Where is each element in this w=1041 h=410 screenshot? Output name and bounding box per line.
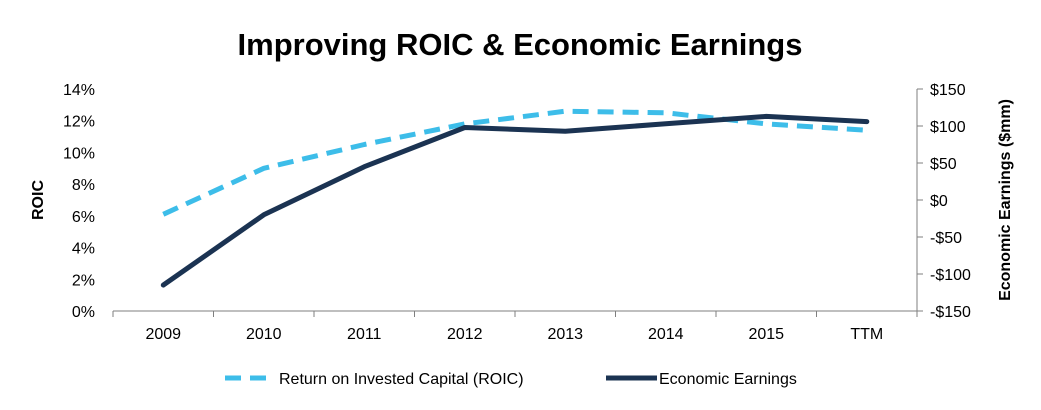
y-right-tick-label: $0 xyxy=(930,193,948,210)
x-tick-label: 2010 xyxy=(246,326,282,343)
y-left-axis-title: ROIC xyxy=(30,180,47,220)
legend: Return on Invested Capital (ROIC) Economi… xyxy=(225,371,797,388)
legend-label-economic-earnings: Economic Earnings xyxy=(659,371,797,388)
series-line-economic-earnings xyxy=(160,113,870,288)
y-left-tick-label: 12% xyxy=(63,114,95,131)
series-layer xyxy=(160,108,870,288)
y-left-tick-label: 10% xyxy=(63,145,95,162)
y-right-tick-label: -$50 xyxy=(930,230,962,247)
axes: 2009 2010 2011 2012 2013 2014 2015 TTM 0% 2% 4% 6% 8… xyxy=(30,82,1014,343)
y-left-tick-label: 8% xyxy=(72,177,95,194)
x-tick-label: TTM xyxy=(850,326,883,343)
y-right-tick-label: -$150 xyxy=(930,304,971,321)
x-tick-label: 2012 xyxy=(447,326,483,343)
y-right-tick-label: $150 xyxy=(930,82,966,99)
y-left-tick-label: 6% xyxy=(72,209,95,226)
y-right-tick-label: $100 xyxy=(930,119,966,136)
x-tick-label: 2011 xyxy=(347,326,382,343)
y-right-tick-label: -$100 xyxy=(930,267,971,284)
y-left-tick-label: 2% xyxy=(72,272,95,289)
x-tick-label: 2013 xyxy=(547,326,583,343)
series-line-roic xyxy=(162,108,867,217)
y-right-axis-title: Economic Earnings ($mm) xyxy=(997,99,1014,301)
x-tick-label: 2014 xyxy=(648,326,684,343)
y-left-tick-label: 0% xyxy=(72,304,95,321)
chart-title: Improving ROIC & Economic Earnings xyxy=(238,27,803,62)
y-left-tick-label: 4% xyxy=(72,241,95,258)
x-tick-label: 2015 xyxy=(748,326,784,343)
y-right-tick-label: $50 xyxy=(930,156,957,173)
y-left-tick-label: 14% xyxy=(63,82,95,99)
x-tick-label: 2009 xyxy=(145,326,181,343)
legend-label-roic: Return on Invested Capital (ROIC) xyxy=(279,371,524,388)
